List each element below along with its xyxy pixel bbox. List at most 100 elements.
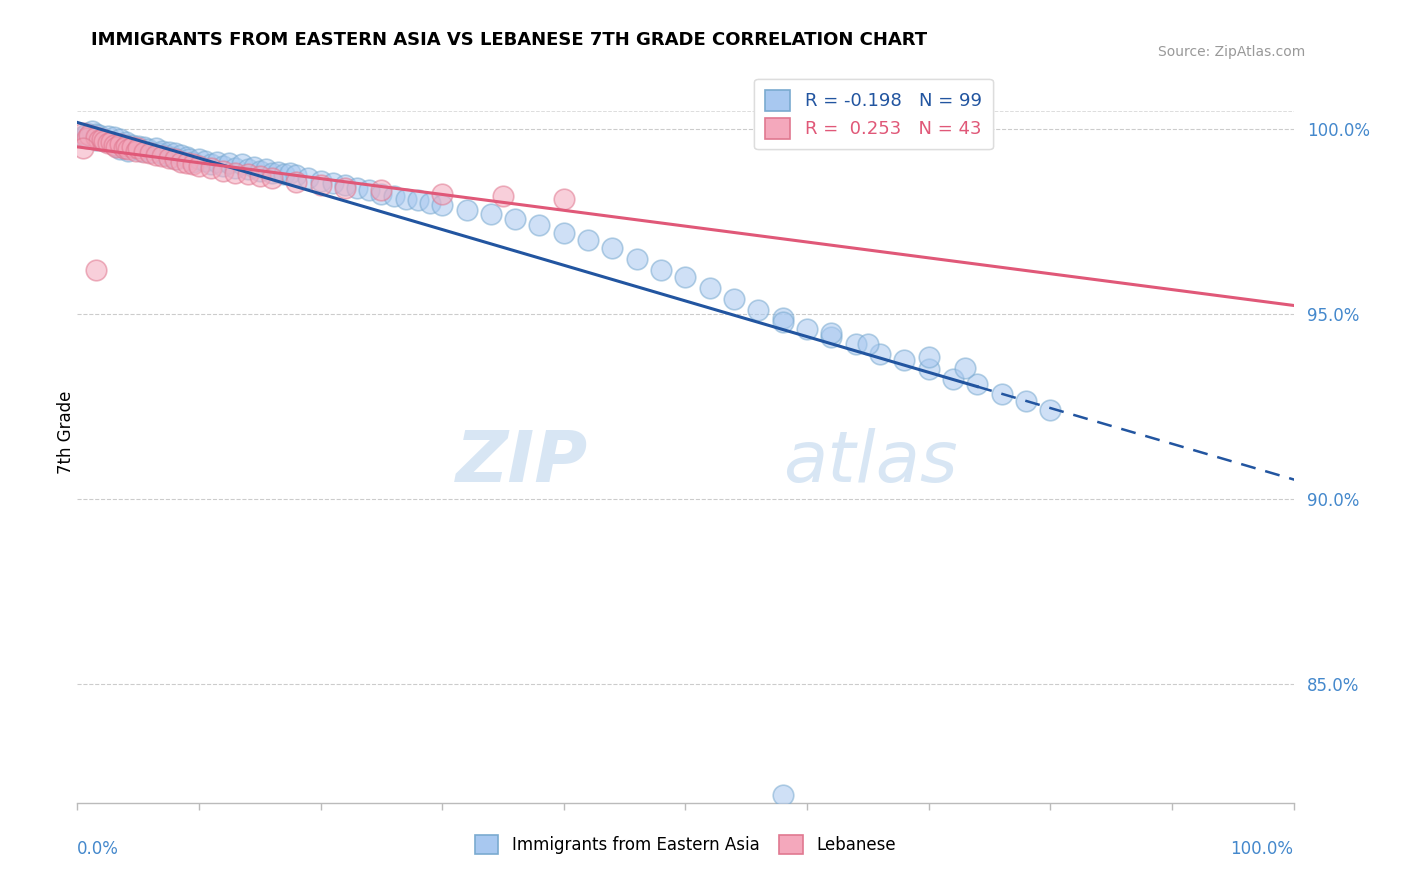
Point bbox=[157, 145, 180, 159]
Point bbox=[108, 136, 131, 151]
Point bbox=[97, 136, 120, 150]
Point bbox=[254, 162, 277, 177]
Point bbox=[820, 326, 842, 340]
Point bbox=[105, 140, 128, 154]
Point bbox=[990, 386, 1012, 401]
Point bbox=[260, 170, 283, 185]
Point bbox=[134, 145, 156, 159]
Point bbox=[84, 133, 107, 147]
Point bbox=[108, 143, 131, 157]
Point bbox=[103, 137, 125, 152]
Point bbox=[84, 262, 107, 277]
Point bbox=[553, 192, 575, 206]
Point bbox=[626, 252, 648, 266]
Point bbox=[893, 353, 915, 368]
Point bbox=[370, 186, 392, 201]
Point bbox=[231, 157, 253, 171]
Point bbox=[650, 262, 672, 277]
Point bbox=[181, 157, 204, 171]
Y-axis label: 7th Grade: 7th Grade bbox=[58, 391, 75, 475]
Point bbox=[845, 336, 868, 351]
Point bbox=[139, 145, 162, 159]
Point bbox=[918, 362, 941, 376]
Point bbox=[224, 166, 246, 180]
Point bbox=[176, 156, 198, 170]
Point bbox=[285, 175, 308, 189]
Text: IMMIGRANTS FROM EASTERN ASIA VS LEBANESE 7TH GRADE CORRELATION CHART: IMMIGRANTS FROM EASTERN ASIA VS LEBANESE… bbox=[91, 31, 928, 49]
Point bbox=[117, 143, 139, 157]
Point bbox=[181, 154, 204, 169]
Point bbox=[309, 174, 332, 188]
Point bbox=[76, 131, 98, 145]
Point bbox=[918, 350, 941, 364]
Text: Source: ZipAtlas.com: Source: ZipAtlas.com bbox=[1159, 45, 1306, 59]
Point bbox=[72, 129, 94, 144]
Point bbox=[153, 148, 176, 162]
Point bbox=[170, 154, 193, 169]
Point bbox=[699, 281, 721, 295]
Point bbox=[503, 211, 526, 226]
Point bbox=[188, 152, 211, 166]
Point bbox=[370, 183, 392, 197]
Point bbox=[856, 336, 879, 351]
Point bbox=[127, 141, 149, 155]
Point bbox=[278, 166, 301, 180]
Point bbox=[200, 161, 222, 175]
Point bbox=[84, 130, 107, 145]
Point bbox=[149, 146, 172, 161]
Point bbox=[492, 189, 515, 203]
Point bbox=[105, 138, 128, 153]
Point bbox=[297, 170, 319, 185]
Text: atlas: atlas bbox=[783, 428, 957, 497]
Point bbox=[97, 129, 120, 144]
Point bbox=[869, 347, 891, 361]
Point bbox=[942, 372, 965, 386]
Point bbox=[129, 145, 152, 159]
Point bbox=[395, 193, 418, 207]
Point bbox=[145, 148, 167, 162]
Point bbox=[160, 150, 183, 164]
Point bbox=[200, 157, 222, 171]
Point bbox=[218, 156, 240, 170]
Point bbox=[121, 137, 143, 152]
Point bbox=[430, 186, 453, 201]
Point bbox=[100, 135, 122, 149]
Point bbox=[675, 270, 697, 285]
Point bbox=[249, 163, 271, 178]
Point bbox=[242, 160, 264, 174]
Point bbox=[170, 148, 193, 162]
Point bbox=[747, 303, 769, 318]
Point bbox=[966, 377, 988, 392]
Point bbox=[273, 167, 295, 181]
Point bbox=[125, 141, 148, 155]
Point bbox=[103, 130, 125, 145]
Point bbox=[103, 136, 125, 151]
Point bbox=[152, 144, 174, 158]
Text: ZIP: ZIP bbox=[456, 428, 588, 497]
Point bbox=[406, 193, 429, 207]
Point bbox=[84, 127, 107, 141]
Point bbox=[333, 180, 356, 194]
Point bbox=[125, 145, 148, 159]
Point bbox=[359, 183, 381, 197]
Point bbox=[80, 124, 103, 138]
Point bbox=[382, 188, 405, 202]
Point bbox=[72, 140, 94, 154]
Point bbox=[166, 152, 188, 166]
Point bbox=[479, 207, 502, 221]
Point bbox=[163, 153, 186, 167]
Point bbox=[212, 163, 235, 178]
Point bbox=[553, 226, 575, 240]
Point bbox=[772, 310, 794, 325]
Point bbox=[249, 169, 271, 184]
Point bbox=[346, 180, 368, 194]
Point bbox=[115, 135, 138, 149]
Point bbox=[115, 138, 138, 153]
Point bbox=[112, 141, 135, 155]
Point bbox=[309, 178, 332, 192]
Point bbox=[576, 233, 599, 247]
Point bbox=[529, 219, 551, 233]
Point bbox=[1039, 403, 1062, 417]
Point bbox=[134, 140, 156, 154]
Point bbox=[820, 330, 842, 344]
